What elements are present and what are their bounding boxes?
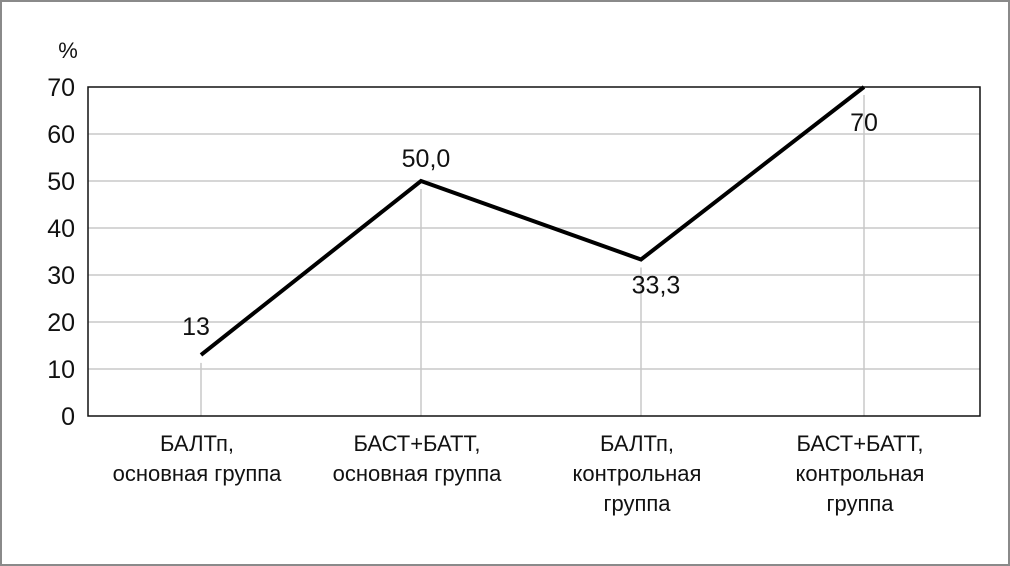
y-tick-label: 10 [47, 356, 75, 384]
y-tick-label: 50 [47, 168, 75, 196]
data-label: 13 [182, 313, 210, 341]
data-label: 50,0 [402, 145, 451, 173]
x-tick-label: БАЛТп, [600, 431, 674, 456]
y-tick-label: 20 [47, 309, 75, 337]
x-tick-label: контрольная [796, 461, 925, 486]
y-tick-label: 60 [47, 121, 75, 149]
y-tick-label: 30 [47, 262, 75, 290]
data-label: 70 [850, 109, 878, 137]
plot-area [87, 86, 981, 417]
x-tick-label: основная группа [333, 461, 503, 486]
x-tick-label: БАСТ+БАТТ, [353, 431, 480, 456]
y-axis-label: % [58, 38, 78, 63]
y-tick-label: 0 [61, 403, 75, 431]
x-tick-label: БАЛТп, [160, 431, 234, 456]
x-tick-label: группа [826, 491, 894, 516]
series-line [199, 85, 866, 357]
x-tick-label: контрольная [573, 461, 702, 486]
data-label: 33,3 [632, 271, 681, 299]
y-tick-label: 40 [47, 215, 75, 243]
x-tick-label: БАСТ+БАТТ, [796, 431, 923, 456]
y-tick-label: 70 [47, 74, 75, 102]
x-tick-label: группа [603, 491, 671, 516]
x-tick-label: основная группа [113, 461, 283, 486]
